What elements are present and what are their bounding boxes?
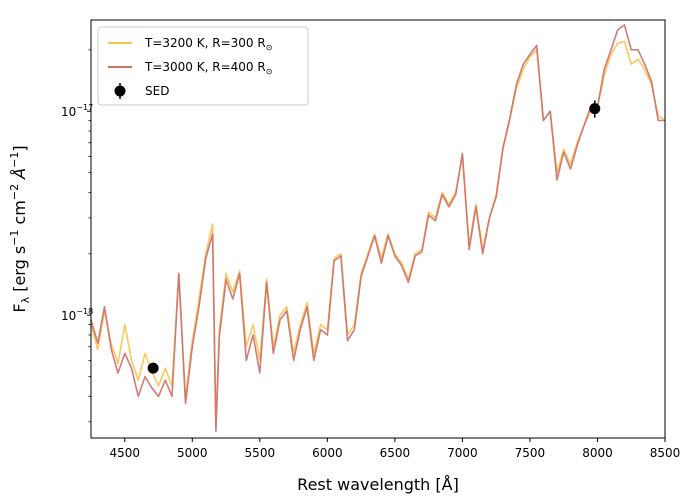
x-tick-label: 6000 bbox=[312, 446, 343, 460]
x-tick-label: 7000 bbox=[447, 446, 478, 460]
x-tick-label: 7500 bbox=[515, 446, 546, 460]
sed-point-0 bbox=[147, 362, 159, 374]
x-tick-label: 5500 bbox=[245, 446, 276, 460]
y-axis-ticks: 10−18 10−17 bbox=[61, 49, 93, 423]
sed-points bbox=[147, 100, 601, 374]
legend-label-sed: SED bbox=[145, 84, 169, 98]
x-tick-label: 8500 bbox=[650, 446, 681, 460]
x-tick-label: 4500 bbox=[109, 446, 140, 460]
y-tick-label: 10−17 bbox=[61, 103, 93, 119]
x-tick-label: 8000 bbox=[582, 446, 613, 460]
sed-point-1 bbox=[589, 103, 601, 115]
x-tick-label: 5000 bbox=[177, 446, 208, 460]
legend-label-3200: T=3200 K, R=300 R⊙ bbox=[144, 36, 272, 52]
series-line-1 bbox=[90, 24, 665, 433]
y-tick-label: 10−18 bbox=[61, 307, 93, 323]
plot-frame bbox=[90, 19, 666, 439]
legend: T=3200 K, R=300 R⊙ T=3000 K, R=400 R⊙ SE… bbox=[97, 26, 309, 106]
x-tick-label: 6500 bbox=[380, 446, 411, 460]
legend-box bbox=[97, 26, 309, 106]
x-axis-label: Rest wavelength [Å] bbox=[297, 475, 459, 494]
y-axis-label: Fλ [erg s−1 cm−2 Å−1] bbox=[8, 145, 32, 312]
legend-label-3000: T=3000 K, R=400 R⊙ bbox=[144, 60, 272, 76]
legend-sed-marker bbox=[114, 85, 126, 97]
x-axis-ticks: 4500 5000 5500 6000 6500 7000 7500 8000 8500 bbox=[109, 438, 680, 460]
series-lines bbox=[90, 24, 666, 433]
